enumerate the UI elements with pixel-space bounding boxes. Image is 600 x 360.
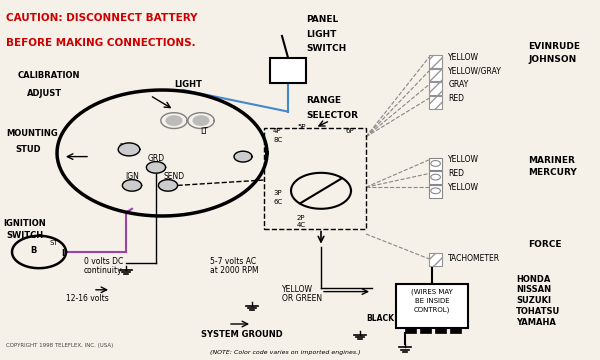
Text: 5-7 volts AC: 5-7 volts AC (210, 256, 256, 266)
Text: MERCURY: MERCURY (528, 168, 577, 177)
Bar (435, 327, 446, 333)
Text: 12-16 volts: 12-16 volts (66, 294, 109, 303)
Text: 4P: 4P (273, 129, 281, 134)
Text: ADJUST: ADJUST (27, 89, 62, 98)
Bar (429, 69, 442, 81)
Text: TACHOMETER: TACHOMETER (448, 255, 500, 264)
Circle shape (234, 151, 252, 162)
Text: 4C: 4C (297, 222, 306, 228)
Bar (429, 185, 442, 198)
Text: CONTROL): CONTROL) (414, 306, 450, 313)
Text: 3P: 3P (273, 190, 281, 195)
Text: CAL: CAL (119, 143, 133, 152)
Text: IGN: IGN (125, 172, 139, 181)
Bar (429, 96, 442, 109)
Bar (450, 327, 461, 333)
Text: YAMAHA: YAMAHA (516, 318, 556, 327)
Text: 6C: 6C (273, 199, 282, 204)
Bar (429, 55, 442, 68)
Text: at 2000 RPM: at 2000 RPM (210, 266, 259, 275)
Circle shape (158, 180, 178, 191)
Text: (WIRES MAY: (WIRES MAY (411, 288, 453, 295)
Text: TOHATSU: TOHATSU (516, 307, 560, 316)
Bar (270, 58, 306, 83)
Text: PANEL: PANEL (306, 15, 338, 24)
Text: BE INSIDE: BE INSIDE (415, 298, 449, 303)
Text: 5P: 5P (297, 124, 305, 130)
Bar (429, 69, 442, 81)
Text: (NOTE: Color code varies on imported engines.): (NOTE: Color code varies on imported eng… (210, 350, 361, 355)
Text: SWITCH: SWITCH (306, 44, 346, 53)
Text: YELLOW: YELLOW (282, 285, 313, 294)
Text: NISSAN: NISSAN (516, 285, 551, 294)
Text: 6P: 6P (345, 129, 353, 134)
Bar (429, 55, 442, 68)
Text: CAUTION: DISCONNECT BATTERY: CAUTION: DISCONNECT BATTERY (6, 13, 197, 23)
Text: LIGHT: LIGHT (306, 30, 337, 39)
Text: LT: LT (200, 127, 208, 136)
Bar (429, 253, 442, 266)
Circle shape (118, 143, 140, 156)
Text: LIGHT: LIGHT (174, 80, 202, 89)
Text: ST: ST (50, 240, 58, 246)
Text: SYSTEM GROUND: SYSTEM GROUND (201, 330, 283, 339)
Text: YELLOW/GRAY: YELLOW/GRAY (448, 67, 502, 76)
Text: RED: RED (448, 169, 464, 178)
Text: CALIBRATION: CALIBRATION (18, 71, 80, 80)
Text: RED: RED (448, 94, 464, 103)
Text: COPYRIGHT 1998 TELEFLEX, INC. (USA): COPYRIGHT 1998 TELEFLEX, INC. (USA) (6, 343, 113, 348)
Bar (429, 96, 442, 109)
Text: YELLOW: YELLOW (448, 156, 479, 164)
Text: MARINER: MARINER (528, 156, 575, 165)
Text: continuity: continuity (84, 266, 122, 275)
Text: GRD: GRD (148, 154, 164, 163)
Bar (429, 82, 442, 95)
Bar (429, 253, 442, 266)
Text: HONDA: HONDA (516, 275, 550, 284)
Text: EVINRUDE: EVINRUDE (528, 42, 580, 51)
Text: B: B (30, 246, 36, 255)
Text: SELECTOR: SELECTOR (306, 111, 358, 120)
Text: BLACK: BLACK (366, 314, 394, 323)
Bar (420, 327, 431, 333)
Text: GRAY: GRAY (448, 80, 469, 89)
Text: I: I (62, 249, 65, 258)
Bar (264, 128, 366, 229)
Circle shape (146, 162, 166, 173)
Text: YELLOW: YELLOW (448, 53, 479, 62)
Text: RANGE: RANGE (306, 96, 341, 105)
Text: 8C: 8C (273, 138, 282, 143)
Bar (429, 82, 442, 95)
Text: SWITCH: SWITCH (6, 231, 43, 240)
Text: MOUNTING: MOUNTING (6, 129, 58, 138)
Text: 2P: 2P (297, 215, 305, 221)
Text: FORCE: FORCE (528, 240, 562, 249)
Text: IGNITION: IGNITION (3, 219, 46, 228)
Text: SEND: SEND (163, 172, 185, 181)
Text: SUZUKI: SUZUKI (516, 296, 551, 305)
Circle shape (193, 116, 209, 125)
Bar (429, 171, 442, 184)
Bar (429, 158, 442, 170)
Text: OR GREEN: OR GREEN (282, 294, 322, 303)
Bar (405, 327, 416, 333)
Bar (396, 284, 468, 328)
Text: 0 volts DC: 0 volts DC (84, 256, 123, 266)
Text: BEFORE MAKING CONNECTIONS.: BEFORE MAKING CONNECTIONS. (6, 38, 196, 48)
Circle shape (166, 116, 182, 125)
Circle shape (122, 180, 142, 191)
Text: YELLOW: YELLOW (448, 183, 479, 192)
Text: JOHNSON: JOHNSON (528, 55, 576, 64)
Text: STUD: STUD (15, 145, 41, 154)
